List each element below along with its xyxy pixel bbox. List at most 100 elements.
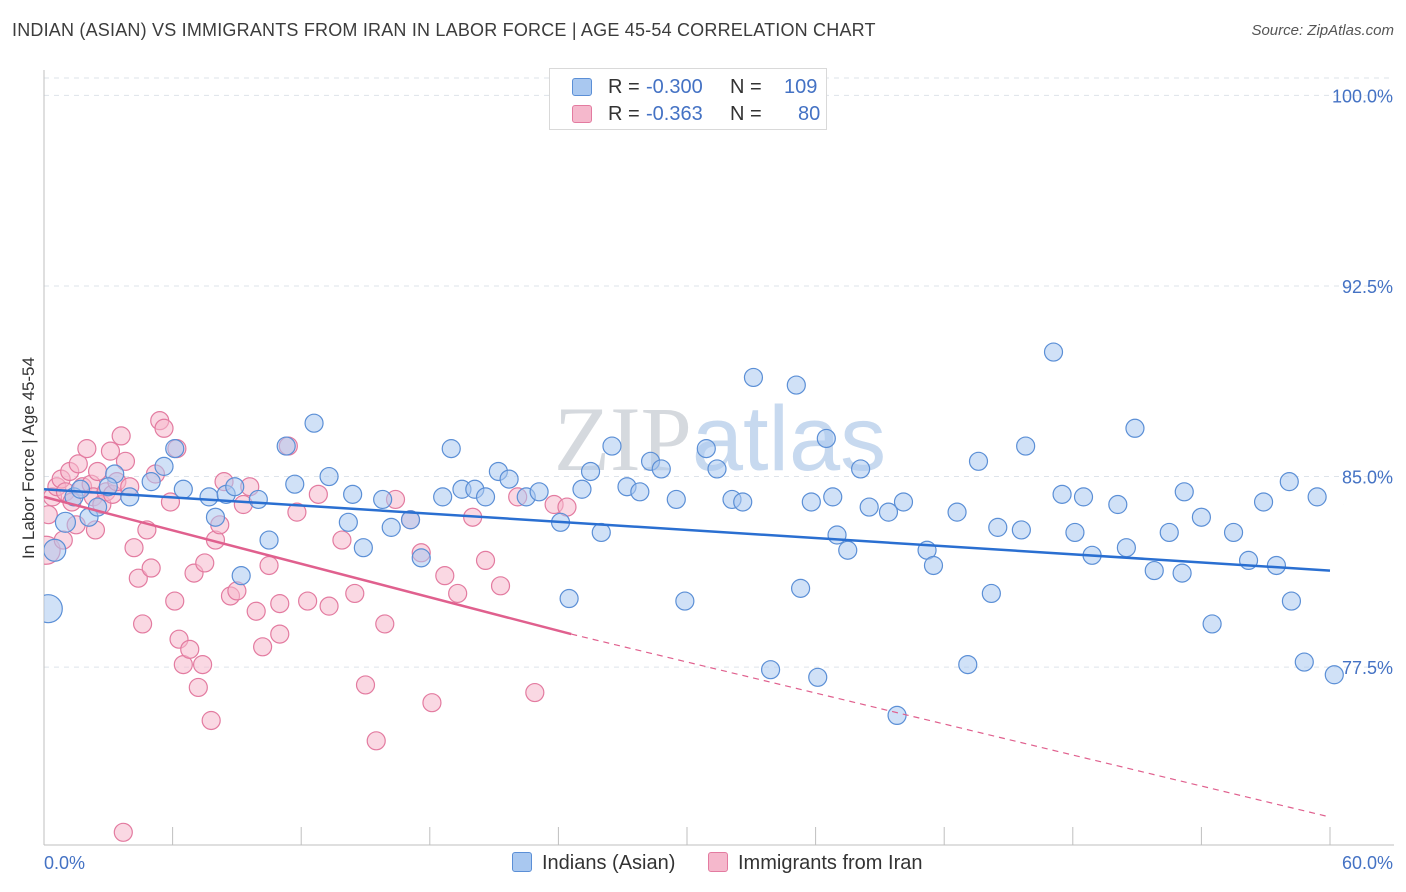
y-tick-label: 85.0% <box>1342 468 1393 488</box>
indians-point <box>231 566 251 586</box>
y-tick-label: 77.5% <box>1342 658 1393 678</box>
iran-point <box>100 441 121 461</box>
legend-swatch-blue <box>512 852 532 872</box>
legend-swatch-pink <box>708 852 728 872</box>
iran-point <box>298 591 318 611</box>
iran-point <box>270 594 290 614</box>
indians-point <box>1324 665 1344 685</box>
indians-point <box>1223 522 1244 543</box>
indians-point <box>878 502 899 522</box>
legend-swatch-blue <box>572 78 592 96</box>
indians-point <box>827 525 847 545</box>
indians-point <box>205 507 226 527</box>
indians-point <box>968 451 989 471</box>
iran-point <box>246 601 266 621</box>
legend-item-indians: Indians (Asian) <box>512 852 675 875</box>
indians-trend-line <box>43 488 1331 572</box>
iran-point <box>525 682 545 703</box>
r-value: -0.300 <box>646 76 703 98</box>
indians-point <box>259 530 279 550</box>
indians-point <box>707 459 727 479</box>
indians-point <box>760 660 781 680</box>
iran-point <box>195 553 215 573</box>
iran-point <box>201 710 221 731</box>
iran-point <box>115 451 136 471</box>
indians-point <box>54 511 77 533</box>
iran-point <box>422 693 442 713</box>
trend-lines <box>43 488 1331 818</box>
iran-point <box>308 484 328 504</box>
indians-point <box>602 436 622 456</box>
indians-point <box>248 489 268 510</box>
indians-point <box>1394 414 1406 432</box>
iran-point <box>87 461 108 482</box>
iran-point <box>68 454 88 474</box>
indians-point <box>981 583 1001 604</box>
indians-point <box>1385 762 1403 780</box>
legend-item-iran: Immigrants from Iran <box>708 852 922 875</box>
indians-point <box>801 492 821 512</box>
legend-label: Indians (Asian) <box>542 852 676 874</box>
indians-point <box>1174 482 1194 502</box>
iran-point <box>270 624 290 644</box>
iran-point <box>475 550 496 571</box>
indians-point <box>70 479 91 499</box>
indians-point <box>141 472 161 492</box>
iran-point <box>355 675 376 695</box>
indians-point <box>1016 436 1036 456</box>
indians-point <box>373 489 393 510</box>
series-legend: Indians (Asian) Immigrants from Iran <box>0 852 1406 878</box>
indians-point <box>696 439 716 459</box>
indians-point <box>823 487 843 507</box>
indians-point <box>893 492 914 512</box>
indians-point <box>338 512 358 532</box>
iran-point <box>332 530 352 550</box>
indians-point <box>786 375 806 395</box>
legend-label: Immigrants from Iran <box>738 852 923 874</box>
axes <box>43 70 1394 846</box>
iran-point <box>253 637 273 657</box>
indians-point <box>947 502 967 522</box>
indians-point <box>1159 522 1179 543</box>
indians-point <box>651 459 671 479</box>
r-value: -0.363 <box>646 103 703 125</box>
legend-swatch-pink <box>572 105 592 123</box>
indians-point <box>154 456 174 476</box>
indians-point <box>591 522 611 543</box>
iran-point <box>188 677 208 698</box>
indians-point <box>1343 503 1344 506</box>
indians-point <box>988 517 1008 537</box>
iran-point <box>375 614 395 634</box>
indians-point <box>1108 494 1128 515</box>
iran-trend-extension <box>571 633 1331 818</box>
indians-point <box>1011 520 1031 540</box>
x-axis-ticks: 0.0% 60.0% <box>43 827 1393 873</box>
iran-point <box>77 439 97 459</box>
indians-point <box>958 654 978 675</box>
indians-point <box>343 484 363 504</box>
indians-point <box>1294 652 1314 672</box>
indians-point <box>851 459 871 479</box>
indians-point <box>499 469 519 489</box>
indians-point <box>790 578 811 598</box>
indians-point <box>1307 487 1327 507</box>
indians-point <box>887 705 907 726</box>
indians-point <box>580 461 601 482</box>
indians-point <box>165 439 185 459</box>
iran-trend-line <box>43 495 572 636</box>
indians-point <box>98 477 118 497</box>
indians-point <box>1073 487 1094 507</box>
iran-point <box>128 568 148 588</box>
iran-point <box>141 558 161 578</box>
iran-point <box>287 502 307 522</box>
r-label: R = <box>608 76 640 98</box>
indians-point <box>199 487 219 507</box>
indians-point <box>44 538 67 562</box>
r-label: R = <box>608 103 640 125</box>
iran-point <box>180 639 200 659</box>
indians-point <box>44 594 63 624</box>
indians-point <box>319 466 339 487</box>
x-tick-label: 0.0% <box>44 853 85 873</box>
n-label: N = <box>730 103 762 125</box>
indians-point <box>630 482 650 502</box>
